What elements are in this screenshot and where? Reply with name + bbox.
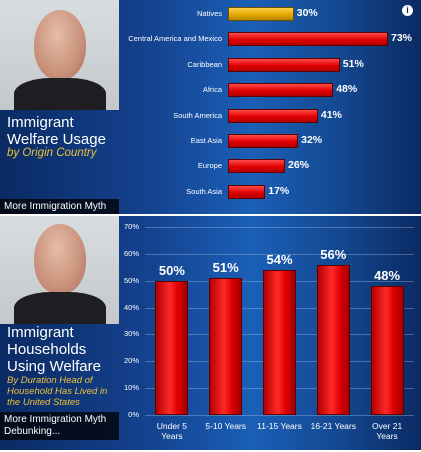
panel-title: Immigrant Households Using Welfare [7,324,101,375]
gridline [145,227,414,228]
category-label: South America [173,110,222,120]
value-label: 17% [268,184,290,197]
x-tick-label: 5-10 Years [196,421,256,431]
value-label: 51% [212,260,239,276]
category-label: Caribbean [187,59,222,69]
info-icon[interactable]: i [402,5,413,16]
households-welfare-panel: Immigrant Households Using Welfare By Du… [0,216,421,450]
bar [155,280,189,415]
panel-subtitle: by Origin Country [7,147,97,159]
category-label: East Asia [190,136,222,145]
gridline [145,415,414,416]
subtitle-line: the United States [7,397,80,408]
x-tick-label: Under 5 Years [142,421,202,441]
title-line: Households [7,341,87,358]
welfare-usage-panel: Immigrant Welfare Usage by Origin Countr… [0,0,421,214]
value-label: 73% [391,32,413,45]
title-line: Immigrant [7,324,74,341]
bar [228,108,318,123]
title-line: Using Welfare [7,358,101,375]
x-tick-label-line: Years [161,431,183,441]
bar [228,184,266,199]
bar [228,159,285,174]
x-tick-label: 16-21 Years [303,421,363,431]
bar [370,286,404,415]
x-tick-label-line: 16-21 Years [310,421,356,431]
subtitle-line: By Duration Head of [7,375,93,386]
x-tick-label: Over 21 Years [357,421,417,441]
y-tick-label: 20% [123,356,139,366]
bar [263,269,296,415]
y-tick-label: 0% [128,410,139,419]
bar [316,264,350,415]
y-tick-label: 50% [123,275,139,285]
panel-title: Immigrant Welfare Usage [7,114,106,148]
caption-line: Debunking... [4,426,61,437]
presenter-shirt [14,292,106,324]
x-tick-label-line: Years [376,431,398,441]
video-caption: More Immigration Myth Debunking... [0,412,119,440]
value-label: 51% [342,57,364,70]
value-label: 54% [266,251,293,267]
y-tick-label: 30% [123,329,139,339]
x-tick-label-line: Under 5 [156,421,188,431]
bar [228,83,334,98]
value-label: 30% [296,7,318,19]
value-label: 48% [374,268,401,284]
value-label: 41% [320,108,342,121]
video-caption: More Immigration Myth [0,199,119,214]
x-tick-label-line: 5-10 Years [205,421,247,431]
presenter-shirt [14,78,106,110]
category-label: Europe [197,161,222,171]
presenter-video[interactable] [0,0,119,110]
value-label: 56% [320,246,347,262]
category-label: Central America and Mexico [128,34,222,44]
presenter-head [34,224,86,294]
category-label: South Asia [186,186,222,196]
value-label: 32% [301,134,323,146]
x-tick-label-line: 11-15 Years [257,421,302,431]
y-tick-label: 60% [123,248,139,258]
presenter-head [34,10,86,80]
panel-subtitle: By Duration Head of Household Has Lived … [7,375,107,408]
category-label: Natives [196,9,222,18]
y-tick-label: 40% [123,302,139,312]
title-line: Immigrant [7,114,74,131]
y-tick-label: 70% [123,222,139,231]
value-label: 48% [336,83,358,96]
bar [228,134,299,148]
bar [228,32,388,47]
x-tick-label: 11-15 Years [250,421,310,431]
value-label: 50% [158,262,185,278]
x-tick-label-line: Over 21 [371,421,403,431]
presenter-video[interactable] [0,216,119,324]
title-line: Welfare Usage [7,131,106,148]
caption-line: More Immigration Myth [4,414,107,425]
bar [228,57,340,72]
bar [228,7,294,21]
subtitle-line: Household Has Lived in [7,386,108,397]
value-label: 26% [287,159,309,172]
category-label: Africa [202,85,222,95]
gridline [145,253,414,255]
bar [209,278,243,415]
y-tick-label: 10% [123,383,139,393]
